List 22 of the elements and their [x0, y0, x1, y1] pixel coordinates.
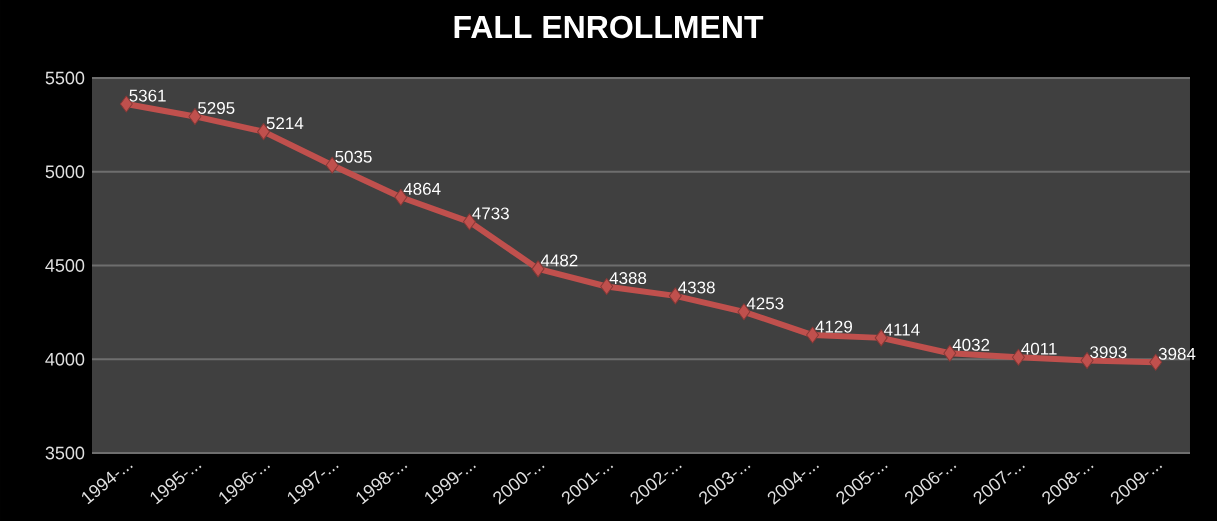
data-label: 4482	[540, 254, 578, 267]
data-label: 4253	[746, 297, 784, 310]
chart-title: FALL ENROLLMENT	[454, 15, 764, 39]
data-label: 4114	[883, 323, 920, 336]
data-label: 3993	[1090, 346, 1127, 359]
data-label: 3984	[1158, 347, 1196, 360]
y-tick-label: 4500	[45, 259, 85, 272]
data-label: 4032	[952, 338, 990, 351]
data-label: 5295	[198, 102, 235, 115]
data-label: 5361	[129, 89, 166, 102]
data-label: 4388	[609, 272, 647, 285]
y-tick-label: 5000	[45, 165, 85, 179]
data-label: 4338	[678, 281, 715, 294]
data-label: 5035	[335, 150, 372, 163]
data-label: 4011	[1021, 342, 1057, 355]
data-label: 4864	[403, 182, 441, 195]
y-tick-label: 3500	[45, 446, 85, 460]
data-label: 4733	[472, 207, 509, 220]
data-label: 4129	[815, 320, 852, 333]
data-label: 5214	[266, 117, 304, 130]
y-tick-label: 5500	[45, 71, 85, 85]
y-tick-label: 4000	[45, 352, 85, 366]
